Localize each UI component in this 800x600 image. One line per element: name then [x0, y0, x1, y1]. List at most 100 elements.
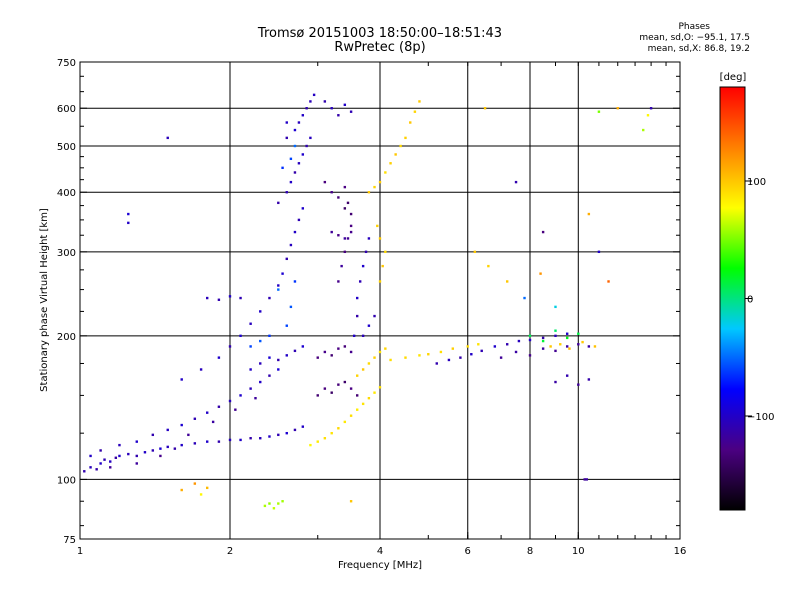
- x-tick-label: 10: [572, 546, 585, 557]
- data-point: [143, 451, 147, 454]
- data-point: [352, 334, 356, 338]
- data-point: [394, 153, 397, 156]
- chart-title: Tromsø 20151003 18:50:00–18:51:43: [257, 26, 503, 41]
- data-point: [349, 350, 353, 354]
- data-point: [404, 356, 407, 359]
- data-point: [268, 334, 271, 338]
- data-point: [483, 107, 487, 110]
- colorbar-label: [deg]: [720, 72, 747, 83]
- data-point: [349, 110, 353, 113]
- data-point: [166, 136, 169, 140]
- data-point: [399, 144, 402, 148]
- data-point: [127, 221, 130, 225]
- data-point: [487, 264, 490, 268]
- data-point: [285, 191, 288, 194]
- data-point: [293, 349, 297, 353]
- data-point: [642, 128, 645, 132]
- data-point: [480, 349, 483, 353]
- y-tick-label: 100: [57, 475, 76, 486]
- data-point: [199, 368, 203, 371]
- data-point: [583, 478, 586, 481]
- data-point: [193, 417, 197, 420]
- data-point: [281, 166, 284, 170]
- y-axis-ticks: 75 100 200 300 400 500 600 750: [57, 58, 680, 546]
- data-point: [330, 230, 333, 234]
- data-point: [268, 374, 271, 377]
- data-point: [337, 114, 340, 117]
- data-point: [228, 438, 232, 442]
- data-point: [587, 378, 591, 381]
- data-point: [343, 237, 347, 240]
- data-point: [297, 218, 301, 222]
- x-tick-label: 16: [674, 546, 687, 557]
- data-point: [297, 121, 301, 124]
- data-point: [585, 478, 588, 481]
- data-point: [249, 322, 252, 325]
- y-tick-label: 300: [57, 248, 76, 259]
- data-point: [285, 121, 288, 124]
- data-point: [466, 345, 469, 348]
- data-point: [528, 338, 532, 342]
- data-point: [166, 428, 169, 432]
- data-point: [378, 280, 382, 283]
- data-point: [277, 502, 280, 505]
- data-point: [293, 144, 297, 148]
- data-point: [384, 347, 387, 350]
- data-point: [309, 100, 312, 103]
- data-point: [268, 356, 271, 359]
- data-point: [355, 314, 359, 318]
- data-point: [293, 171, 297, 174]
- data-point: [565, 332, 569, 335]
- data-point: [349, 414, 353, 417]
- data-point: [309, 443, 312, 447]
- data-point: [554, 329, 557, 332]
- data-point: [343, 380, 347, 384]
- colorbar-ticks: 100 0 −100: [745, 177, 774, 423]
- data-point: [89, 454, 92, 458]
- y-tick-label: 400: [57, 188, 76, 199]
- data-point: [151, 433, 155, 437]
- data-point: [323, 180, 327, 184]
- data-point: [239, 334, 242, 338]
- data-point: [323, 387, 327, 390]
- data-point: [187, 433, 190, 437]
- data-point: [127, 212, 130, 216]
- data-point: [337, 383, 340, 386]
- data-point: [301, 114, 305, 117]
- data-point: [228, 399, 232, 403]
- data-point: [228, 345, 232, 348]
- data-point: [268, 435, 271, 438]
- data-point: [337, 234, 340, 237]
- data-point: [493, 345, 497, 348]
- data-point: [477, 343, 480, 346]
- data-point: [268, 296, 271, 300]
- data-point: [281, 272, 284, 275]
- data-point: [340, 264, 343, 268]
- data-point: [309, 136, 312, 140]
- data-point: [435, 362, 438, 365]
- x-axis-ticks: 1 2 4 6 8 10 16: [77, 62, 687, 557]
- data-point: [541, 347, 545, 350]
- data-point: [361, 368, 365, 371]
- data-point: [367, 237, 371, 240]
- data-point: [180, 378, 183, 381]
- data-point: [301, 345, 305, 348]
- data-point: [249, 345, 252, 348]
- data-point: [199, 493, 203, 496]
- data-point: [355, 394, 359, 397]
- data-point: [135, 462, 138, 465]
- data-point: [343, 420, 347, 424]
- data-point: [316, 394, 319, 397]
- x-tick-label: 4: [377, 546, 383, 557]
- data-point: [330, 391, 333, 394]
- data-point: [135, 440, 138, 443]
- data-point: [205, 486, 209, 490]
- data-point: [597, 250, 601, 254]
- data-point: [541, 336, 545, 340]
- data-point: [249, 437, 252, 440]
- data-point: [349, 230, 353, 234]
- data-point: [528, 334, 532, 338]
- data-point: [349, 224, 353, 228]
- data-point: [577, 383, 580, 386]
